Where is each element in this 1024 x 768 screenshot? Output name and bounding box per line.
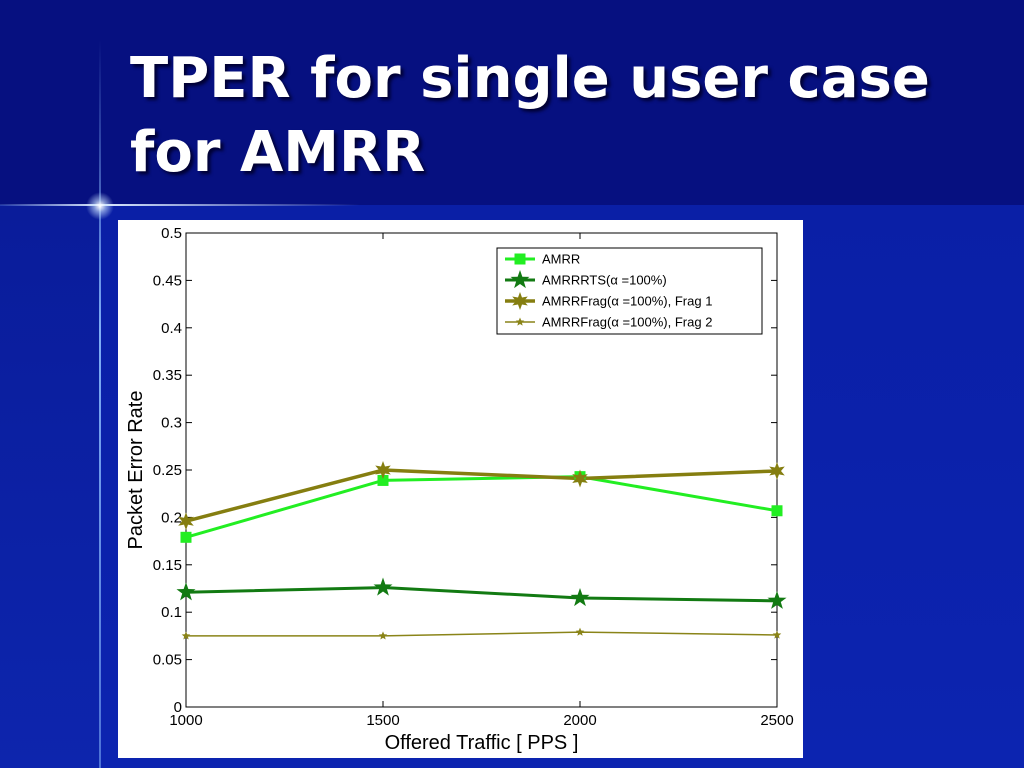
y-tick-label: 0.35	[153, 367, 182, 384]
legend-label: AMRR	[542, 252, 580, 267]
legend-marker	[510, 270, 530, 289]
legend-box	[496, 247, 763, 335]
left-decor-band	[0, 205, 100, 768]
y-tick-label: 0.5	[161, 225, 182, 242]
data-point-series-3	[375, 461, 391, 479]
series-line-3	[185, 468, 778, 523]
x-tick-label: 2000	[563, 712, 596, 729]
slide-title: TPER for single user case for AMRR	[130, 42, 1010, 190]
data-point-series-4	[181, 631, 191, 640]
data-point-series-1	[377, 474, 389, 486]
series-line-2	[185, 586, 778, 603]
legend-label: AMRRRTS(α =100%)	[542, 273, 667, 288]
y-tick-label: 0.4	[161, 320, 182, 337]
data-point-series-3	[769, 461, 785, 480]
legend-marker	[514, 253, 526, 265]
data-point-series-4	[575, 627, 585, 636]
data-point-series-3	[178, 512, 194, 531]
horizontal-accent-line	[0, 204, 360, 206]
series-line-1	[185, 475, 778, 539]
data-point-series-2	[176, 582, 196, 601]
legend-label: AMRRFrag(α =100%), Frag 1	[542, 294, 712, 309]
legend-label: AMRRFrag(α =100%), Frag 2	[542, 315, 712, 330]
series-line-4	[186, 631, 778, 637]
data-point-series-1	[180, 531, 192, 543]
y-tick-label: 0.1	[161, 604, 182, 621]
data-point-series-3	[572, 469, 588, 488]
y-tick-label: 0.2	[161, 509, 182, 526]
data-point-series-4	[772, 630, 782, 639]
y-axis-title: Packet Error Rate	[125, 391, 147, 550]
sparkle-decoration	[86, 192, 114, 220]
data-point-series-2	[767, 590, 787, 609]
slide-title-line1: TPER for single user case	[130, 46, 930, 111]
data-point-series-2	[373, 577, 393, 596]
y-tick-label: 0.25	[153, 462, 182, 479]
x-tick-label: 1000	[169, 712, 202, 729]
y-tick-label: 0.45	[153, 272, 182, 289]
data-point-series-1	[771, 505, 783, 517]
x-axis-title: Offered Traffic [ PPS ]	[385, 732, 579, 754]
data-point-series-4	[378, 631, 388, 640]
chart-panel: 0 0.05 0.1 0.15 0.2 0.25 0.3 0.35 0.4 0.45 0.5 1000…	[118, 220, 803, 758]
data-point-series-2	[570, 587, 590, 607]
y-tick-label: 0	[174, 699, 182, 716]
line-chart: 0 0.05 0.1 0.15 0.2 0.25 0.3 0.35 0.4 0.45 0.5 1000…	[125, 225, 794, 754]
slide-title-line2: for AMRR	[130, 120, 426, 185]
y-tick-label: 0.05	[153, 652, 182, 669]
y-tick-label: 0.3	[161, 415, 182, 432]
x-tick-label: 2500	[760, 712, 793, 729]
legend-marker	[512, 292, 528, 310]
y-tick-label: 0.15	[153, 557, 182, 574]
vertical-accent-line	[99, 40, 101, 768]
legend-marker	[515, 317, 525, 326]
x-tick-label: 1500	[366, 712, 399, 729]
